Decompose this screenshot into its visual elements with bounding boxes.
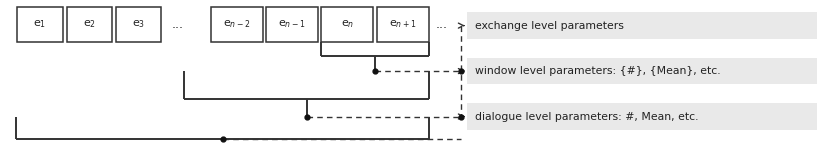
Text: exchange level parameters: exchange level parameters [475, 21, 624, 31]
Text: ...: ... [172, 18, 184, 31]
Text: e$_3$: e$_3$ [132, 18, 145, 30]
Text: e$_{n-1}$: e$_{n-1}$ [278, 18, 306, 30]
Text: e$_1$: e$_1$ [33, 18, 46, 30]
FancyBboxPatch shape [467, 58, 817, 84]
Text: window level parameters: {#}, {Mean}, etc.: window level parameters: {#}, {Mean}, et… [475, 66, 720, 76]
Text: e$_{n-2}$: e$_{n-2}$ [223, 18, 251, 30]
Text: dialogue level parameters: #, Mean, etc.: dialogue level parameters: #, Mean, etc. [475, 111, 698, 122]
Text: e$_{n+1}$: e$_{n+1}$ [389, 18, 416, 30]
FancyBboxPatch shape [321, 7, 373, 42]
FancyBboxPatch shape [211, 7, 263, 42]
Text: e$_n$: e$_n$ [341, 18, 354, 30]
FancyBboxPatch shape [266, 7, 318, 42]
FancyBboxPatch shape [467, 12, 817, 39]
FancyBboxPatch shape [67, 7, 112, 42]
FancyBboxPatch shape [17, 7, 63, 42]
Text: e$_2$: e$_2$ [83, 18, 96, 30]
Text: ...: ... [436, 18, 448, 31]
FancyBboxPatch shape [467, 103, 817, 130]
FancyBboxPatch shape [377, 7, 429, 42]
FancyBboxPatch shape [116, 7, 162, 42]
